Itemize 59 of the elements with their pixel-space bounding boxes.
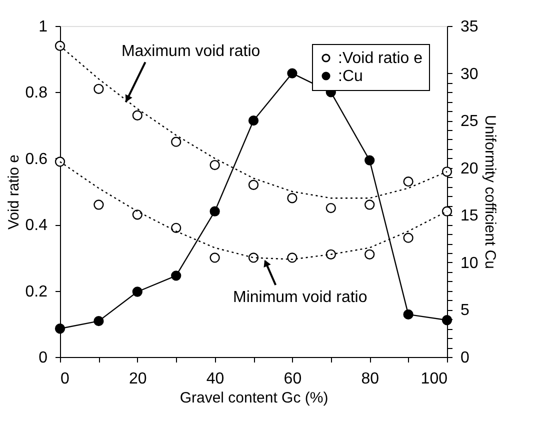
point	[94, 84, 104, 94]
point	[210, 160, 220, 170]
legend-label: :Void ratio e	[338, 50, 423, 67]
point	[403, 309, 414, 320]
y-tick-label: 0.4	[25, 217, 48, 234]
y2-tick-label: 35	[460, 18, 478, 36]
point	[132, 286, 142, 297]
point	[326, 249, 336, 260]
x-tick-label: 0	[60, 370, 70, 388]
y-axis-title: Void ratio e	[5, 154, 22, 230]
y2-tick-label: 20	[460, 160, 478, 178]
point	[248, 180, 259, 190]
annotation: Minimum void ratio	[232, 289, 368, 306]
y-tick-label: 0.8	[25, 84, 48, 102]
x-tick-label: 40	[206, 370, 224, 388]
x-tick-label: 100	[420, 370, 448, 388]
point	[94, 316, 104, 326]
point	[171, 222, 182, 233]
point	[248, 252, 259, 263]
y2-axis-title: Uniformity cofficient Cu	[481, 115, 498, 269]
y-tick-label: 1	[38, 18, 48, 36]
y2-tick-label: 25	[460, 113, 478, 130]
y2-tick-label: 30	[460, 66, 478, 83]
point	[364, 200, 375, 210]
point	[210, 252, 220, 263]
x-tick-label: 60	[284, 370, 302, 388]
point	[132, 210, 142, 220]
point	[442, 315, 452, 326]
point	[94, 200, 104, 210]
legend-label: :Cu	[338, 68, 363, 85]
point	[171, 136, 182, 147]
y2-tick-label: 5	[460, 302, 470, 320]
y2-tick-label: 15	[460, 208, 478, 225]
point	[442, 166, 452, 177]
y-tick-label: 0	[38, 350, 48, 366]
x-tick-label: 80	[361, 370, 380, 388]
point	[132, 110, 142, 120]
point	[403, 232, 414, 243]
y-tick-label: 0.6	[25, 150, 48, 168]
y-tick-label: 0.2	[25, 283, 48, 300]
point	[403, 176, 414, 187]
point	[287, 252, 298, 263]
point	[364, 249, 375, 260]
point	[287, 193, 298, 204]
point	[171, 270, 182, 281]
point	[364, 155, 375, 166]
x-axis-title: Gravel content Gc (%)	[180, 390, 328, 406]
point	[326, 202, 336, 214]
point	[54, 40, 66, 51]
point	[210, 206, 220, 216]
y2-tick-label: 0	[460, 350, 470, 366]
point	[287, 68, 298, 78]
point	[54, 156, 66, 167]
x-tick-label: 20	[129, 370, 147, 388]
y2-tick-label: 10	[460, 254, 478, 272]
point	[442, 206, 452, 216]
point	[248, 116, 259, 126]
point	[54, 324, 66, 334]
annotation: Maximum void ratio	[121, 43, 260, 60]
